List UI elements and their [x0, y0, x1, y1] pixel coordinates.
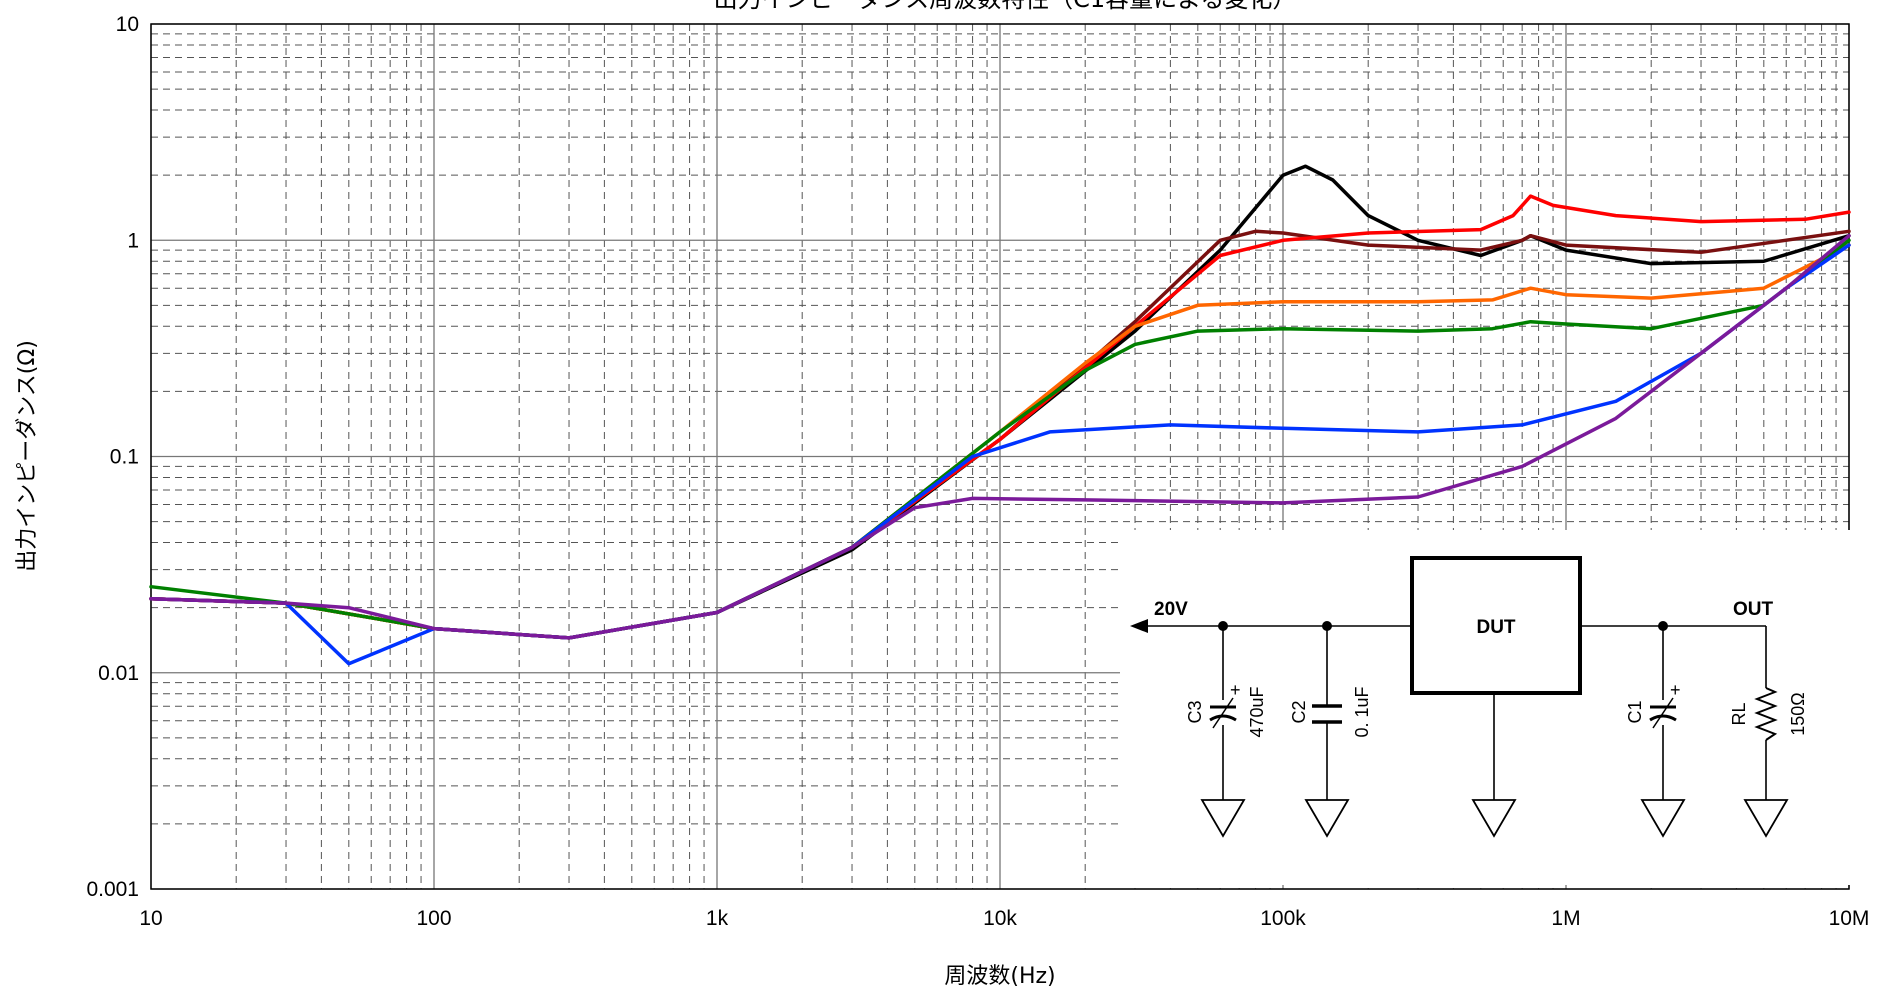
y-tick-label: 0.1	[110, 446, 139, 469]
rl-name-label: RL	[1729, 702, 1749, 725]
c2-capacitor-icon	[1312, 704, 1342, 724]
rl-value-label: 150Ω	[1788, 692, 1808, 736]
x-tick-label: 10M	[1829, 907, 1870, 930]
ground-icon	[1200, 799, 1789, 838]
c1-name-label: C1	[1625, 700, 1645, 723]
circuit-schematic: 20V OUT DUT + + C3 470uF C2 0. 1uF C1 RL…	[1120, 530, 1850, 885]
c3-value-label: 470uF	[1247, 686, 1267, 737]
c2-name-label: C2	[1289, 700, 1309, 723]
y-tick-label: 10	[116, 13, 139, 36]
supply-arrow-icon	[1130, 619, 1148, 633]
c3-plus-sign: +	[1230, 680, 1241, 700]
x-axis-label: 周波数(Hz)	[944, 964, 1055, 989]
y-axis-label: 出力インピーダンス(Ω)	[15, 340, 40, 572]
supply-label: 20V	[1154, 599, 1188, 620]
c1-capacitor-icon	[1649, 697, 1677, 729]
junction-dot	[1218, 621, 1228, 631]
x-tick-label: 1k	[706, 907, 729, 930]
rl-resistor-icon	[1754, 687, 1778, 741]
plot-border	[150, 23, 1850, 890]
out-label: OUT	[1733, 599, 1774, 620]
chart-title: 出力インピーダンス周波数特性（C1容量による変化）	[714, 0, 1297, 13]
series-line-6	[149, 243, 1851, 666]
series-line-7	[149, 233, 1851, 640]
y-tick-label: 0.01	[98, 662, 139, 685]
series-layer	[149, 164, 1851, 666]
c2-value-label: 0. 1uF	[1352, 686, 1372, 737]
x-tick-label: 10	[139, 907, 162, 930]
x-tick-labels: 10 100 1k 10k 100k 1M 10M	[139, 907, 1869, 930]
junction-dot	[1322, 621, 1332, 631]
dut-label: DUT	[1476, 617, 1515, 638]
y-tick-label: 0.001	[86, 878, 139, 901]
y-tick-label: 1	[127, 229, 139, 252]
junction-dot	[1658, 621, 1668, 631]
c1-plus-sign: +	[1670, 680, 1681, 700]
c3-capacitor-icon	[1209, 697, 1237, 729]
x-tick-label: 1M	[1551, 907, 1580, 930]
y-tick-labels: 0.001 0.01 0.1 1 10	[86, 13, 139, 901]
schematic-wires	[1140, 625, 1767, 800]
x-tick-label: 10k	[983, 907, 1017, 930]
x-tick-label: 100	[416, 907, 451, 930]
x-tick-label: 100k	[1260, 907, 1306, 930]
c3-name-label: C3	[1185, 700, 1205, 723]
dut-box	[1410, 556, 1582, 695]
